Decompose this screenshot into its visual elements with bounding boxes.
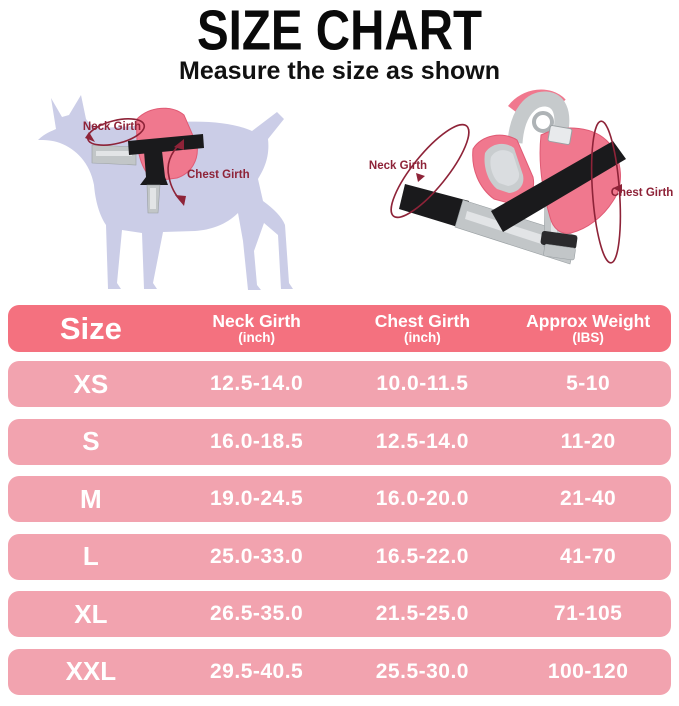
- column-header-size-label: Size: [59, 311, 122, 346]
- harness-measure-annotations: Neck Girth Chest Girth: [369, 120, 674, 264]
- chest-girth-cell: 25.5-30.0: [375, 659, 469, 683]
- table-row: XXL 29.5-40.5 25.5-30.0 100-120: [8, 648, 671, 695]
- harness-label-patch: [547, 125, 573, 145]
- dog-neck-arrowhead-icon: [85, 132, 95, 142]
- weight-cell: 5-10: [566, 372, 611, 395]
- weight-cell: 21-40: [560, 487, 617, 510]
- harness-figure-svg: Neck Girth Chest Girth: [369, 89, 674, 265]
- dog-chest-arrowhead-bottom-icon: [175, 195, 186, 206]
- weight-cell: 41-70: [560, 544, 617, 568]
- dog-measure-annotations: Neck Girth Chest Girth: [83, 118, 250, 206]
- column-header-approx-weight: Approx Weight (IBS): [526, 311, 651, 345]
- harness-neck-arrowhead-icon: [416, 173, 425, 182]
- weight-cell: 71-105: [553, 602, 623, 625]
- chest-girth-cell: 21.5-25.0: [375, 602, 469, 625]
- neck-girth-cell: 26.5-35.0: [210, 602, 304, 625]
- neck-girth-cell: 25.0-33.0: [210, 544, 304, 568]
- dog-harness-illustration: Neck Girth Chest Girth: [0, 85, 340, 300]
- table-row: XS 12.5-14.0 10.0-11.5 5-10: [8, 361, 671, 407]
- dog-chest-arrowhead-top-icon: [174, 139, 184, 150]
- weight-cell: 100-120: [547, 659, 629, 683]
- neck-girth-cell: 29.5-40.5: [210, 659, 304, 683]
- size-cell: S: [82, 426, 100, 456]
- table-body: XS 12.5-14.0 10.0-11.5 5-10 S 16.0-18.5 …: [8, 361, 671, 695]
- harness-handle: [507, 91, 570, 144]
- table-row: M 19.0-24.5 16.0-20.0 21-40: [8, 476, 671, 522]
- size-table: Size Neck Girth (inch) Chest Girth (inch…: [8, 305, 671, 706]
- size-cell: XXL: [65, 656, 117, 686]
- chest-girth-cell: 16.5-22.0: [375, 544, 469, 568]
- weight-cell: 11-20: [560, 429, 616, 453]
- dog-figure-svg: Neck Girth Chest Girth: [38, 95, 293, 290]
- dog-chest-girth-label: Chest Girth: [187, 169, 250, 181]
- chest-girth-cell: 12.5-14.0: [375, 429, 469, 453]
- size-cell: L: [82, 541, 99, 571]
- harness-chest-girth-label: Chest Girth: [611, 187, 674, 199]
- table-row: L 25.0-33.0 16.5-22.0 41-70: [8, 533, 671, 580]
- page-title: SIZE CHART: [196, 0, 483, 63]
- column-header-chest-girth: Chest Girth (inch): [374, 311, 471, 345]
- table-row: S 16.0-18.5 12.5-14.0 11-20: [8, 418, 671, 465]
- harness-neck-girth-label: Neck Girth: [369, 160, 427, 172]
- column-header-size: Size: [8, 313, 174, 344]
- neck-girth-cell: 19.0-24.5: [210, 487, 304, 510]
- neck-girth-cell: 16.0-18.5: [210, 429, 304, 453]
- harness-illustration: Neck Girth Chest Girth: [345, 85, 679, 300]
- chest-girth-cell: 16.0-20.0: [375, 487, 469, 510]
- table-row: XL 26.5-35.0 21.5-25.0 71-105: [8, 591, 671, 637]
- table-header-row: Size Neck Girth (inch) Chest Girth (inch…: [8, 305, 671, 352]
- neck-girth-cell: 12.5-14.0: [210, 372, 304, 395]
- chest-girth-cell: 10.0-11.5: [376, 372, 469, 395]
- column-header-neck-girth: Neck Girth (inch): [212, 311, 301, 345]
- size-cell: M: [80, 483, 102, 514]
- d-ring-icon: [532, 111, 554, 133]
- harness-chest-arrowhead-icon: [613, 184, 622, 193]
- harness-neck-girth-ellipse-icon: [390, 123, 470, 219]
- size-cell: XS: [73, 368, 109, 399]
- dog-silhouette-icon: [38, 95, 293, 290]
- size-cell: XL: [74, 598, 108, 629]
- page-subtitle: Measure the size as shown: [179, 57, 500, 85]
- harness-on-dog: [91, 107, 204, 214]
- dog-neck-girth-label: Neck Girth: [83, 121, 141, 133]
